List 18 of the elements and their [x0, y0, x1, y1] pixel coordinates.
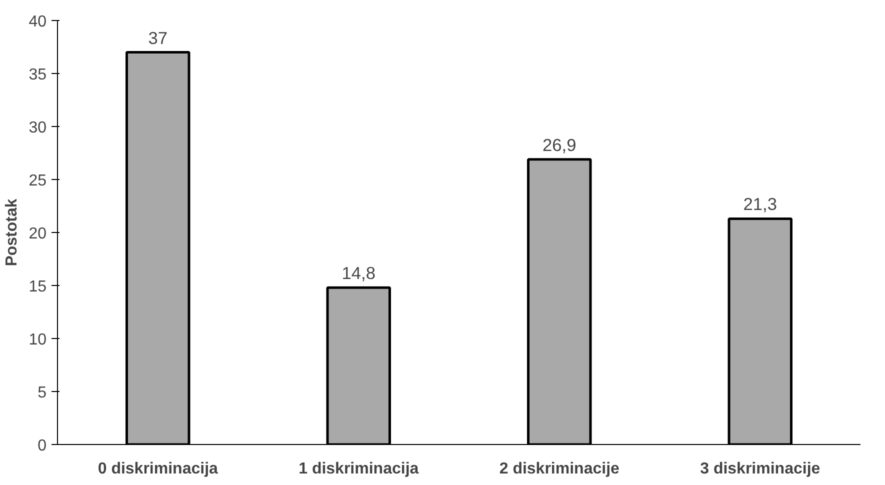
y-tick-label: 5: [38, 384, 47, 402]
x-tick-label: 0 diskriminacija: [98, 460, 218, 478]
y-tick-label: 0: [38, 438, 47, 454]
y-tick-label: 25: [28, 172, 47, 190]
x-tick-label: 1 diskriminacija: [298, 460, 419, 478]
y-tick-label: 20: [28, 226, 47, 242]
x-tick-label: 2 diskriminacije: [499, 460, 620, 478]
data-label: 26,9: [542, 134, 576, 155]
y-tick-label: 15: [28, 278, 47, 296]
y-tick-label: 40: [28, 14, 47, 30]
x-tick-label: 3 diskriminacije: [700, 460, 820, 478]
y-axis-title: Postotak: [4, 198, 21, 266]
y-tick-label: 10: [28, 332, 47, 348]
data-label: 21,3: [743, 194, 777, 214]
y-tick-label: 30: [28, 120, 47, 136]
data-label: 14,8: [342, 263, 376, 284]
data-label: 37: [148, 28, 168, 48]
y-tick-label: 35: [28, 66, 47, 84]
